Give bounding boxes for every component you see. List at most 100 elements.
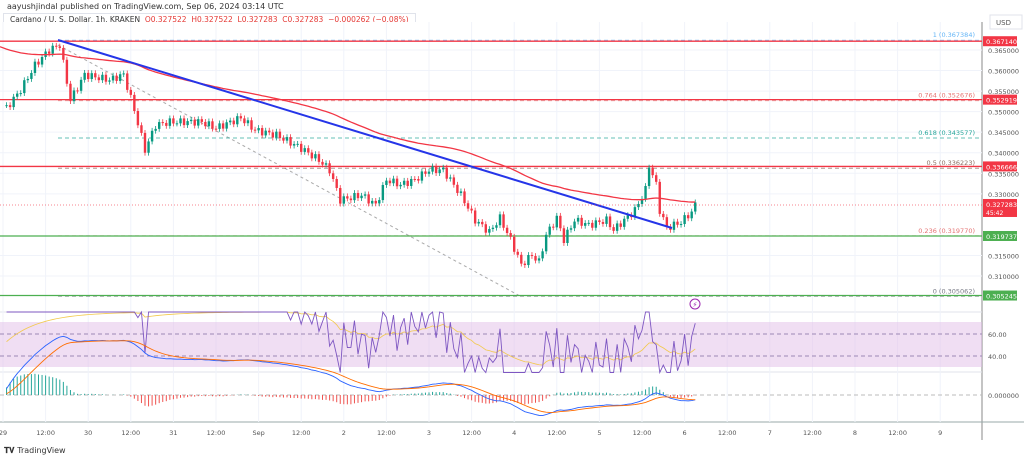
candle-body xyxy=(527,255,530,266)
candle-body xyxy=(513,236,516,252)
candle-body xyxy=(331,173,335,179)
candle-body xyxy=(385,180,388,185)
price-tag-label: 0.336666 xyxy=(986,163,1017,171)
candle-body xyxy=(197,119,200,126)
candle-body xyxy=(26,78,30,81)
candle-body xyxy=(378,200,381,204)
candle-body xyxy=(633,207,637,218)
candle-body xyxy=(72,90,76,102)
candle-body xyxy=(126,73,129,90)
price-chart[interactable]: USD 0.365000 0.360000 0.355000 0.350000 0.345… xyxy=(0,0,1024,446)
candle-body xyxy=(253,129,257,131)
candle-body xyxy=(548,226,551,235)
candle-body xyxy=(601,222,605,224)
candle-body xyxy=(30,72,33,79)
candle-body xyxy=(324,163,328,165)
y-tick-label: 0.345000 xyxy=(988,129,1019,137)
fib-label: 0.236 (0.319770) xyxy=(918,227,975,235)
candle-body xyxy=(363,194,367,196)
candle-body xyxy=(16,93,19,97)
candle-body xyxy=(349,198,353,201)
ohlc-open: O0.327522 xyxy=(144,15,187,24)
rsi-tick-label: 40.00 xyxy=(988,353,1007,361)
candle-body xyxy=(97,77,101,81)
candle-body xyxy=(87,72,90,80)
candle-body xyxy=(541,251,544,259)
candle-body xyxy=(644,186,647,199)
y-tick-label: 0.330000 xyxy=(988,191,1019,199)
candle-body xyxy=(356,193,360,199)
candle-body xyxy=(463,191,466,204)
candle-body xyxy=(672,221,676,230)
candle-body xyxy=(626,215,629,219)
price-tag-label: 0.367140 xyxy=(986,38,1017,46)
x-tick-label: 12:00 xyxy=(462,429,481,437)
symbol-name: Cardano / U. S. Dollar, 1h, KRAKEN xyxy=(10,15,141,24)
candle-body xyxy=(285,137,289,141)
candle-body xyxy=(133,94,136,112)
publisher-info: aayushjindal published on TradingView.co… xyxy=(7,2,284,11)
candle-body xyxy=(51,45,54,54)
candle-body xyxy=(314,154,317,159)
candle-body xyxy=(58,46,61,48)
candle-body xyxy=(168,118,172,126)
rsi-ma-line xyxy=(6,311,696,366)
candle-body xyxy=(23,80,26,94)
candle-body xyxy=(608,216,612,228)
candle-body xyxy=(410,178,413,186)
candle-body xyxy=(655,175,658,182)
candle-body xyxy=(335,178,338,188)
candle-body xyxy=(37,61,40,65)
candle-body xyxy=(452,177,456,185)
price-tag-label: 0.319737 xyxy=(986,233,1017,241)
price-tag-label: 0.352919 xyxy=(986,97,1017,105)
candle-body xyxy=(651,167,654,176)
candle-body xyxy=(562,228,566,243)
brand-label: TradingView xyxy=(17,446,66,455)
candle-body xyxy=(516,251,519,255)
candle-body xyxy=(424,171,427,174)
candle-body xyxy=(477,221,480,224)
candle-body xyxy=(221,123,225,129)
candle-body xyxy=(150,130,154,142)
candle-body xyxy=(434,166,438,174)
candle-body xyxy=(90,73,93,80)
x-tick-label: 8 xyxy=(853,429,857,437)
lightning-icon xyxy=(689,298,701,310)
candle-body xyxy=(431,166,434,172)
candle-body xyxy=(161,122,164,124)
ohlc-low: L0.327283 xyxy=(237,15,278,24)
ohlc-change: −0.000262 (−0.08%) xyxy=(328,15,409,24)
candle-body xyxy=(69,83,72,102)
ohlc-high: H0.327522 xyxy=(191,15,233,24)
candle-body xyxy=(481,221,484,225)
candle-body xyxy=(488,229,491,233)
bearish-trendline xyxy=(57,39,673,229)
x-tick-label: 12:00 xyxy=(207,429,226,437)
x-tick-label: 4 xyxy=(512,429,516,437)
price-tag xyxy=(983,36,1017,47)
y-tick-label: 0.340000 xyxy=(988,150,1019,158)
candle-body xyxy=(101,74,104,81)
x-tick-label: 9 xyxy=(938,429,942,437)
candle-body xyxy=(200,119,203,122)
bar-countdown: 45:42 xyxy=(986,210,1003,217)
candle-body xyxy=(523,263,527,266)
candle-body xyxy=(466,203,470,209)
candle-body xyxy=(229,120,232,123)
currency-box xyxy=(989,14,1023,30)
x-tick-label: 30 xyxy=(84,429,92,437)
candle-body xyxy=(402,180,406,185)
candle-body xyxy=(459,191,463,193)
candle-body xyxy=(449,177,452,179)
candle-body xyxy=(683,215,686,225)
x-tick-label: Sep xyxy=(252,429,264,437)
x-tick-label: 5 xyxy=(597,429,601,437)
candle-body xyxy=(456,184,459,193)
candle-body xyxy=(289,137,292,146)
candle-body xyxy=(555,215,558,228)
candle-body xyxy=(569,228,573,230)
price-tag xyxy=(983,161,1017,172)
x-tick-label: 12:00 xyxy=(36,429,55,437)
candle-body xyxy=(296,143,299,145)
